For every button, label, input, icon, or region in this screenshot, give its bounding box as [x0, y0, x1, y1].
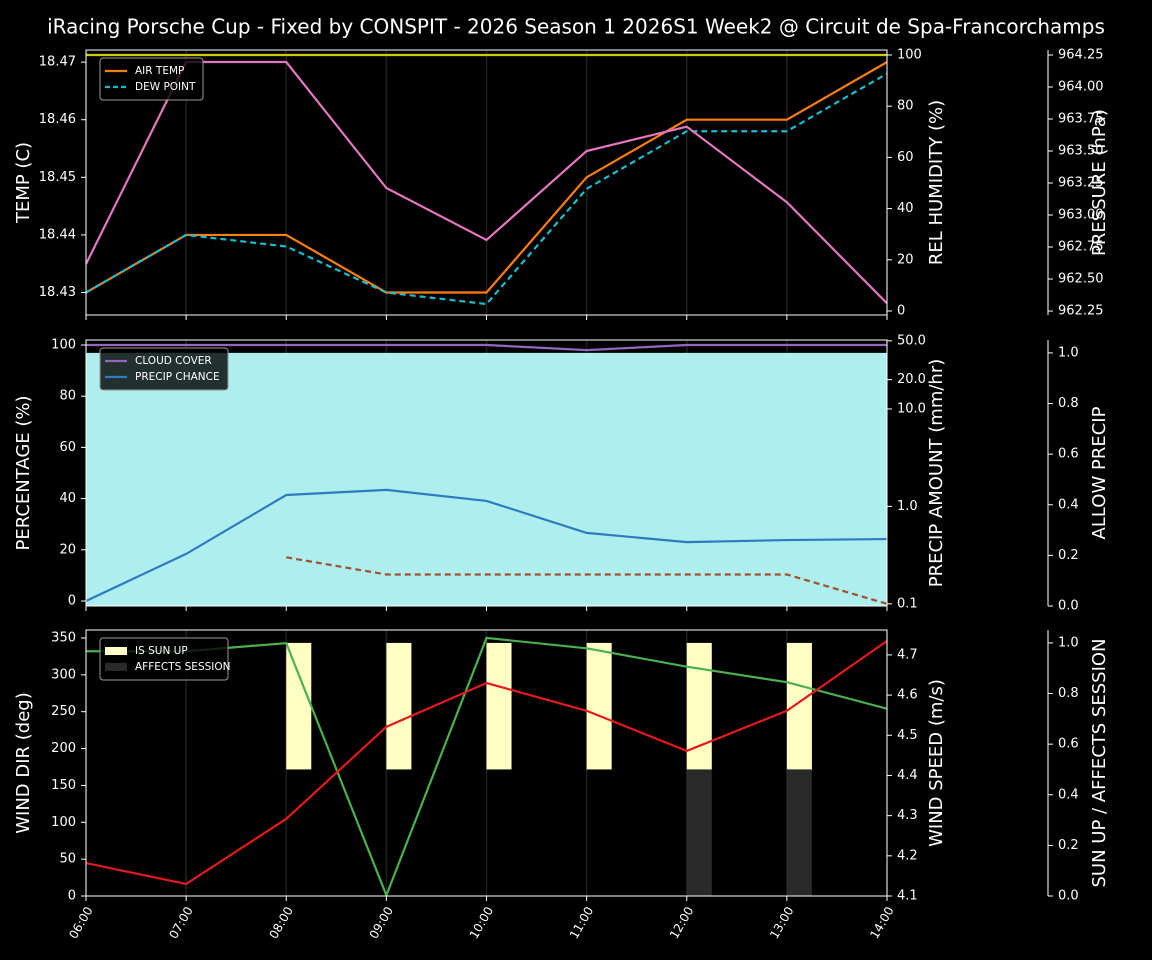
y-tick-label: 200 [51, 741, 76, 756]
line [286, 556, 887, 605]
y-tick-label: 150 [51, 778, 76, 793]
y2-tick-label: 1.0 [897, 499, 918, 514]
y-tick-label: 60 [59, 440, 76, 455]
y3-tick-label: 1.0 [1058, 345, 1079, 360]
y3-tick-label: 0.8 [1058, 396, 1079, 411]
y3-tick-label: 0.6 [1058, 447, 1079, 462]
y3-tick-label: 0.8 [1058, 686, 1079, 701]
y-tick-label: 250 [51, 704, 76, 719]
y-tick-label: 350 [51, 630, 76, 645]
legend-swatch [105, 663, 127, 671]
y-tick-label: 18.44 [39, 227, 76, 242]
y-tick-label: 100 [51, 337, 76, 352]
line [86, 60, 887, 305]
y2-tick-label: 80 [897, 99, 914, 114]
y2-tick-label: 60 [897, 150, 914, 165]
y2-tick-label: 0 [897, 304, 905, 319]
y2-tick-label: 4.5 [897, 728, 918, 743]
legend-label: IS SUN UP [135, 645, 188, 657]
y3-axis-label: ALLOW PRECIP [1089, 406, 1110, 539]
y-axis-label: WIND DIR (deg) [13, 692, 34, 834]
y3-tick-label: 0.2 [1058, 838, 1079, 853]
y3-axis-label: PRESSURE (hPa) [1089, 109, 1110, 256]
y3-axis-label: SUN UP / AFFECTS SESSION [1089, 638, 1110, 887]
line [86, 343, 887, 352]
area [86, 352, 887, 606]
y2-axis-label: REL HUMIDITY (%) [926, 100, 947, 265]
y3-tick-label: 0.4 [1058, 787, 1079, 802]
y3-tick-label: 0.0 [1058, 889, 1079, 904]
legend-swatch [105, 647, 127, 655]
bar [786, 642, 812, 770]
y3-tick-label: 963.00 [1058, 208, 1104, 223]
y3-tick-label: 964.00 [1058, 79, 1104, 94]
legend-box [99, 347, 229, 391]
y2-tick-label: 4.4 [897, 768, 918, 783]
y2-tick-label: 20.0 [897, 372, 926, 387]
y2-tick-label: 4.3 [897, 808, 918, 823]
y-tick-label: 50 [59, 852, 76, 867]
y3-tick-label: 962.75 [1058, 240, 1104, 255]
y2-tick-label: 4.1 [897, 889, 918, 904]
line [86, 639, 887, 886]
y-tick-label: 18.47 [39, 55, 76, 70]
y-tick-label: 18.43 [39, 285, 76, 300]
legend-label: PRECIP CHANCE [135, 371, 220, 383]
y-tick-label: 0 [68, 889, 76, 904]
y3-tick-label: 964.25 [1058, 47, 1104, 62]
y2-axis-label: WIND SPEED (m/s) [926, 679, 947, 847]
y-tick-label: 40 [59, 491, 76, 506]
bar [386, 642, 412, 770]
y-tick-label: 20 [59, 542, 76, 557]
y-tick-label: 100 [51, 815, 76, 830]
y-tick-label: 0 [68, 594, 76, 609]
legend-label: AIR TEMP [135, 65, 184, 77]
bar [286, 642, 312, 770]
y2-tick-label: 4.6 [897, 688, 918, 703]
legend-label: DEW POINT [135, 81, 196, 93]
y3-tick-label: 0.4 [1058, 497, 1079, 512]
y3-tick-label: 0.0 [1058, 599, 1079, 614]
y2-tick-label: 40 [897, 201, 914, 216]
y-tick-label: 80 [59, 389, 76, 404]
plot-area [86, 50, 887, 315]
chart-title: iRacing Porsche Cup - Fixed by CONSPIT -… [47, 15, 1105, 39]
y2-tick-label: 20 [897, 252, 914, 267]
y3-tick-label: 962.25 [1058, 304, 1104, 319]
y3-tick-label: 963.75 [1058, 112, 1104, 127]
legend-box [99, 637, 229, 681]
bar [786, 769, 812, 896]
y-tick-label: 18.46 [39, 112, 76, 127]
y3-tick-label: 963.25 [1058, 176, 1104, 191]
legend-box [99, 57, 204, 101]
bar [586, 642, 612, 770]
y-tick-label: 300 [51, 667, 76, 682]
bar [486, 642, 512, 770]
y2-tick-label: 10.0 [897, 401, 926, 416]
y2-axis-label: PRECIP AMOUNT (mm/hr) [926, 359, 947, 588]
y3-tick-label: 1.0 [1058, 635, 1079, 650]
y-tick-label: 18.45 [39, 170, 76, 185]
y-axis-label: TEMP (C) [13, 142, 34, 224]
y2-tick-label: 50.0 [897, 333, 926, 348]
y2-tick-label: 0.1 [897, 596, 918, 611]
y3-tick-label: 0.2 [1058, 548, 1079, 563]
line [86, 488, 887, 603]
plot-area [86, 340, 887, 606]
y3-tick-label: 0.6 [1058, 737, 1079, 752]
y3-tick-label: 963.50 [1058, 144, 1104, 159]
y2-tick-label: 4.2 [897, 848, 918, 863]
y3-tick-label: 962.50 [1058, 272, 1104, 287]
y2-tick-label: 100 [897, 47, 922, 62]
legend-label: CLOUD COVER [135, 355, 212, 367]
line [86, 61, 887, 294]
bar [686, 769, 712, 896]
line [86, 72, 887, 306]
y2-tick-label: 4.7 [897, 647, 918, 662]
legend-label: AFFECTS SESSION [135, 661, 231, 673]
y-axis-label: PERCENTAGE (%) [13, 395, 34, 550]
